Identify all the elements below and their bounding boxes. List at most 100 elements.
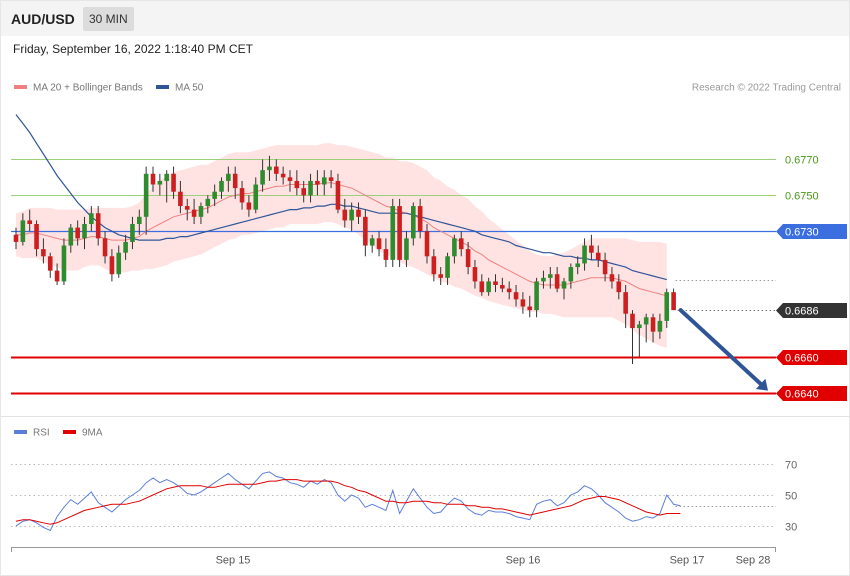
candle-body	[280, 173, 286, 178]
candle	[41, 238, 46, 264]
candle-body	[102, 238, 108, 257]
candle-body	[34, 224, 39, 250]
candle	[383, 238, 389, 268]
legend-9ma: 9MA	[82, 428, 103, 439]
candle-body	[609, 274, 615, 282]
candle-body	[116, 252, 122, 275]
candle	[157, 173, 163, 196]
candle	[397, 198, 402, 268]
legend-ma50: MA 50	[175, 83, 204, 94]
candle	[616, 274, 622, 300]
candle-body	[137, 216, 142, 224]
candle	[623, 285, 628, 329]
candle	[554, 267, 560, 293]
timeframe-badge[interactable]: 30 MIN	[83, 7, 134, 31]
candle-body	[150, 173, 156, 185]
candle-body	[376, 238, 382, 250]
level-badge-bg-0.6686	[776, 303, 847, 318]
forecast-arrow-shaft	[678, 308, 763, 386]
candle-body	[226, 173, 231, 181]
candle	[321, 170, 327, 196]
candle	[267, 155, 272, 181]
candle	[349, 202, 354, 232]
candle	[328, 170, 334, 189]
level-badge-bg-0.6730	[776, 224, 847, 239]
candle	[452, 234, 457, 264]
candle	[109, 249, 115, 282]
candle-body	[595, 252, 601, 260]
candle	[589, 234, 594, 260]
x-tick-label: Sep 15	[216, 555, 251, 567]
candle-body	[513, 292, 519, 300]
candle-body	[458, 238, 464, 250]
legend-swatch-ma20	[14, 85, 27, 89]
candle	[561, 277, 567, 300]
candle-body	[20, 220, 26, 242]
candle	[664, 288, 670, 329]
candle	[582, 238, 587, 271]
candle	[671, 288, 676, 311]
rsi-panel: 70 50 30	[11, 460, 797, 534]
candle-body	[178, 191, 183, 207]
candle-body	[548, 274, 553, 278]
candle	[178, 180, 183, 214]
candle-body	[431, 256, 437, 275]
candle-body	[27, 220, 32, 224]
level-badges: 0.6770 0.6750 0.6730 0.6686 0.6660 0.6640	[776, 155, 847, 401]
candle	[424, 224, 430, 264]
candle-body	[650, 317, 656, 332]
candle	[143, 166, 149, 235]
candle	[301, 180, 306, 203]
candle	[54, 263, 60, 285]
candle	[27, 209, 32, 232]
header-bar: AUD/USD 30 MIN	[1, 1, 849, 36]
legend-swatch-rsi	[14, 430, 27, 434]
candle-body	[582, 245, 587, 264]
candle	[191, 198, 197, 224]
ma50-line	[15, 114, 667, 281]
candle-body	[89, 213, 94, 224]
candle-body	[438, 274, 443, 278]
candle	[95, 206, 101, 246]
level-badge-bg-0.6660	[776, 350, 847, 365]
candle-body	[369, 238, 375, 246]
legend-swatch-ma50	[156, 85, 169, 89]
candle	[20, 213, 26, 246]
level-badge-0.6686: 0.6686	[785, 306, 819, 318]
rsi-ma9-line	[15, 479, 681, 525]
candle	[431, 249, 437, 282]
candle-body	[232, 173, 238, 189]
candle-body	[472, 267, 478, 282]
rsi-legend: RSI 9MA	[14, 428, 103, 439]
candle-body	[541, 277, 546, 282]
candle-body	[404, 238, 409, 260]
candle-body	[109, 256, 115, 275]
candle	[102, 231, 108, 264]
candle-body	[267, 166, 272, 171]
candle	[164, 170, 169, 203]
candle	[520, 292, 526, 314]
level-badge-bg-0.6640	[776, 386, 847, 401]
candle-body	[219, 180, 224, 192]
candle-body	[657, 320, 663, 332]
candle-body	[260, 170, 265, 185]
candle	[602, 252, 608, 282]
forecast-arrow	[678, 308, 768, 391]
level-badge-0.6660: 0.6660	[785, 353, 819, 365]
candle	[595, 245, 601, 268]
candle	[445, 252, 450, 285]
legend-swatch-9ma	[63, 430, 76, 434]
candle	[150, 166, 156, 192]
candle	[212, 184, 217, 207]
candle-body	[554, 274, 560, 289]
candle	[411, 202, 416, 246]
candle-body	[294, 180, 300, 189]
candle-body	[589, 245, 594, 253]
candle	[342, 198, 348, 228]
candle-body	[171, 173, 176, 192]
candle	[198, 202, 204, 224]
candle-body	[493, 281, 498, 285]
candle	[82, 216, 87, 250]
candle-body	[143, 173, 149, 217]
